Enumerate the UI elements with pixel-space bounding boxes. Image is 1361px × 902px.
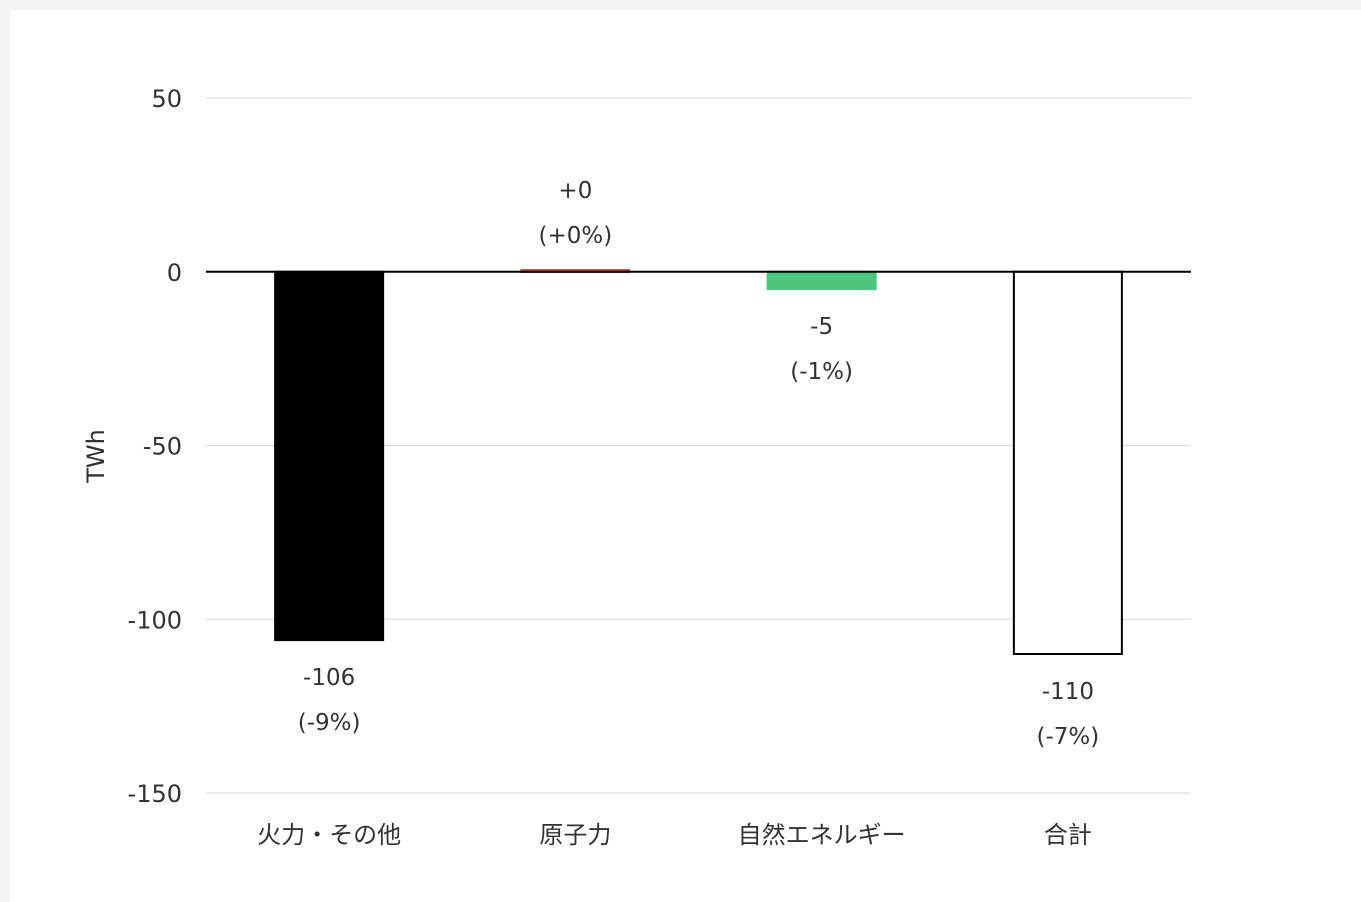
bar (1012, 270, 1123, 655)
category-label: 火力・その他 (257, 821, 401, 849)
data-label-value: -106 (303, 665, 355, 691)
category-labels: 火力・その他 原子力 自然エネルギー 合計 (257, 821, 1092, 849)
category-label: 自然エネルギー (738, 821, 906, 849)
bar (274, 270, 385, 642)
data-label-percent: (-7%) (1037, 724, 1100, 750)
data-label-percent: (-1%) (790, 359, 853, 385)
data-label-value: -5 (810, 314, 833, 340)
y-tick-label: 50 (151, 85, 182, 113)
y-tick-label: -150 (128, 780, 182, 808)
category-label: 原子力 (539, 821, 611, 849)
category-label: 合計 (1044, 821, 1092, 849)
chart-card: 50 0 -50 -100 -150 -106 (-9%) +0 (+0%) -5 (-1%) -1… (10, 10, 1361, 902)
data-labels: -106 (-9%) +0 (+0%) -5 (-1%) -110 (-7%) (298, 178, 1099, 750)
bar-chart: 500-50-100-150 -106(-9%)+0(+0%)-5(-1%)-1… (82, 85, 1191, 849)
data-label-value: -110 (1042, 679, 1094, 705)
data-label-value: +0 (558, 178, 592, 204)
y-axis-title: TWh (82, 429, 110, 484)
y-tick-label: -100 (128, 606, 182, 634)
data-label-percent: (+0%) (539, 223, 613, 249)
y-axis-ticks: 50 0 -50 -100 -150 (128, 85, 182, 808)
y-tick-label: 0 (167, 259, 182, 287)
bar (766, 270, 877, 291)
data-label-percent: (-9%) (298, 710, 361, 736)
bars (274, 269, 1123, 655)
y-tick-label: -50 (143, 433, 182, 461)
